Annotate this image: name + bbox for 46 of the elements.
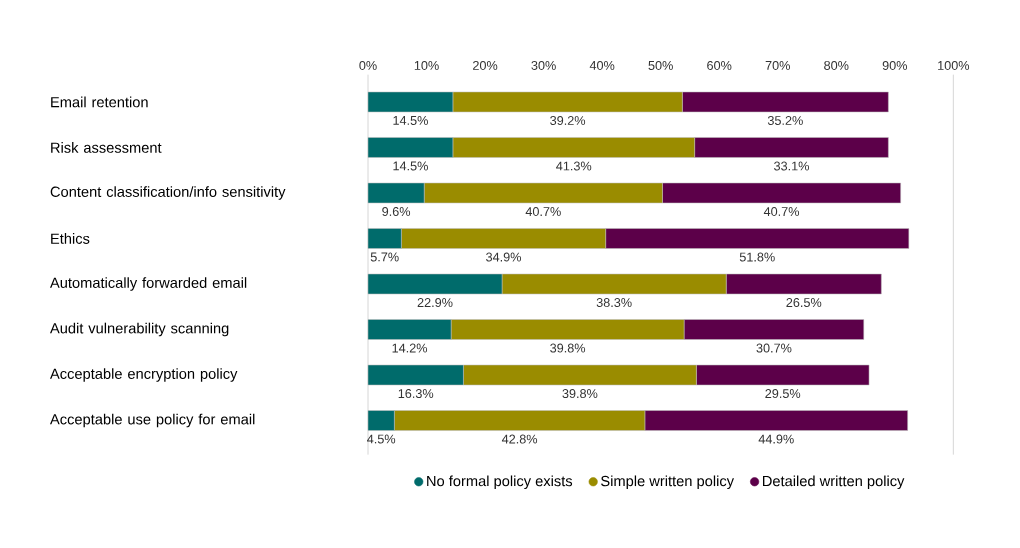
- x-tick-label: 10%: [414, 60, 439, 70]
- data-label: 14.5%: [393, 161, 428, 171]
- y-tick-label: Audit vulnerability scanning: [49, 322, 229, 337]
- data-label: 30.7%: [756, 343, 792, 353]
- data-label: 39.2%: [550, 116, 586, 125]
- data-label: 9.6%: [382, 207, 411, 216]
- x-tick-label: 100%: [938, 60, 970, 70]
- data-label: 42.8%: [501, 434, 538, 444]
- data-label: 40.7%: [525, 207, 561, 216]
- y-tick-label: Email retention: [51, 96, 148, 108]
- data-label: 39.8%: [562, 389, 598, 399]
- y-tick-label: Automatically forwarded email: [49, 277, 247, 291]
- y-tick-label: Acceptable use policy for email: [49, 413, 255, 428]
- data-label: 14.5%: [393, 116, 428, 125]
- legend-label: Simple written policy: [601, 475, 734, 490]
- data-label: 44.9%: [758, 434, 794, 444]
- data-label: 29.5%: [765, 389, 801, 399]
- data-label: 5.7%: [370, 252, 399, 262]
- data-label: 26.5%: [786, 298, 822, 308]
- data-label: 22.9%: [417, 298, 453, 308]
- data-label: 51.8%: [739, 252, 775, 262]
- x-tick-label: 70%: [765, 60, 790, 70]
- data-label: 39.8%: [550, 343, 586, 353]
- y-tick-label: Content classification/info sensitivity: [50, 186, 286, 200]
- x-tick-label: 40%: [589, 60, 615, 70]
- data-label: 40.7%: [763, 207, 800, 216]
- legend-label: No formal policy exists: [427, 475, 573, 490]
- data-label: 4.5%: [367, 434, 396, 444]
- legend-label: Detailed written policy: [763, 475, 905, 490]
- data-label: 35.2%: [767, 116, 803, 125]
- data-label: 38.3%: [596, 298, 632, 308]
- x-tick-label: 80%: [824, 60, 849, 70]
- x-tick-label: 30%: [531, 60, 556, 70]
- y-tick-label: Risk assessment: [51, 142, 162, 153]
- x-tick-label: 0%: [359, 60, 377, 70]
- data-label: 33.1%: [774, 161, 809, 171]
- x-tick-label: 60%: [707, 60, 732, 70]
- x-tick-label: 50%: [648, 60, 673, 70]
- data-label: 14.2%: [392, 343, 428, 353]
- x-tick-label: 90%: [882, 60, 908, 70]
- data-label: 16.3%: [398, 389, 434, 399]
- data-label: 34.9%: [486, 252, 522, 262]
- y-tick-label: Ethics: [51, 233, 90, 244]
- x-tick-label: 20%: [473, 60, 498, 70]
- data-label: 41.3%: [556, 161, 592, 171]
- y-tick-label: Acceptable encryption policy: [49, 368, 238, 382]
